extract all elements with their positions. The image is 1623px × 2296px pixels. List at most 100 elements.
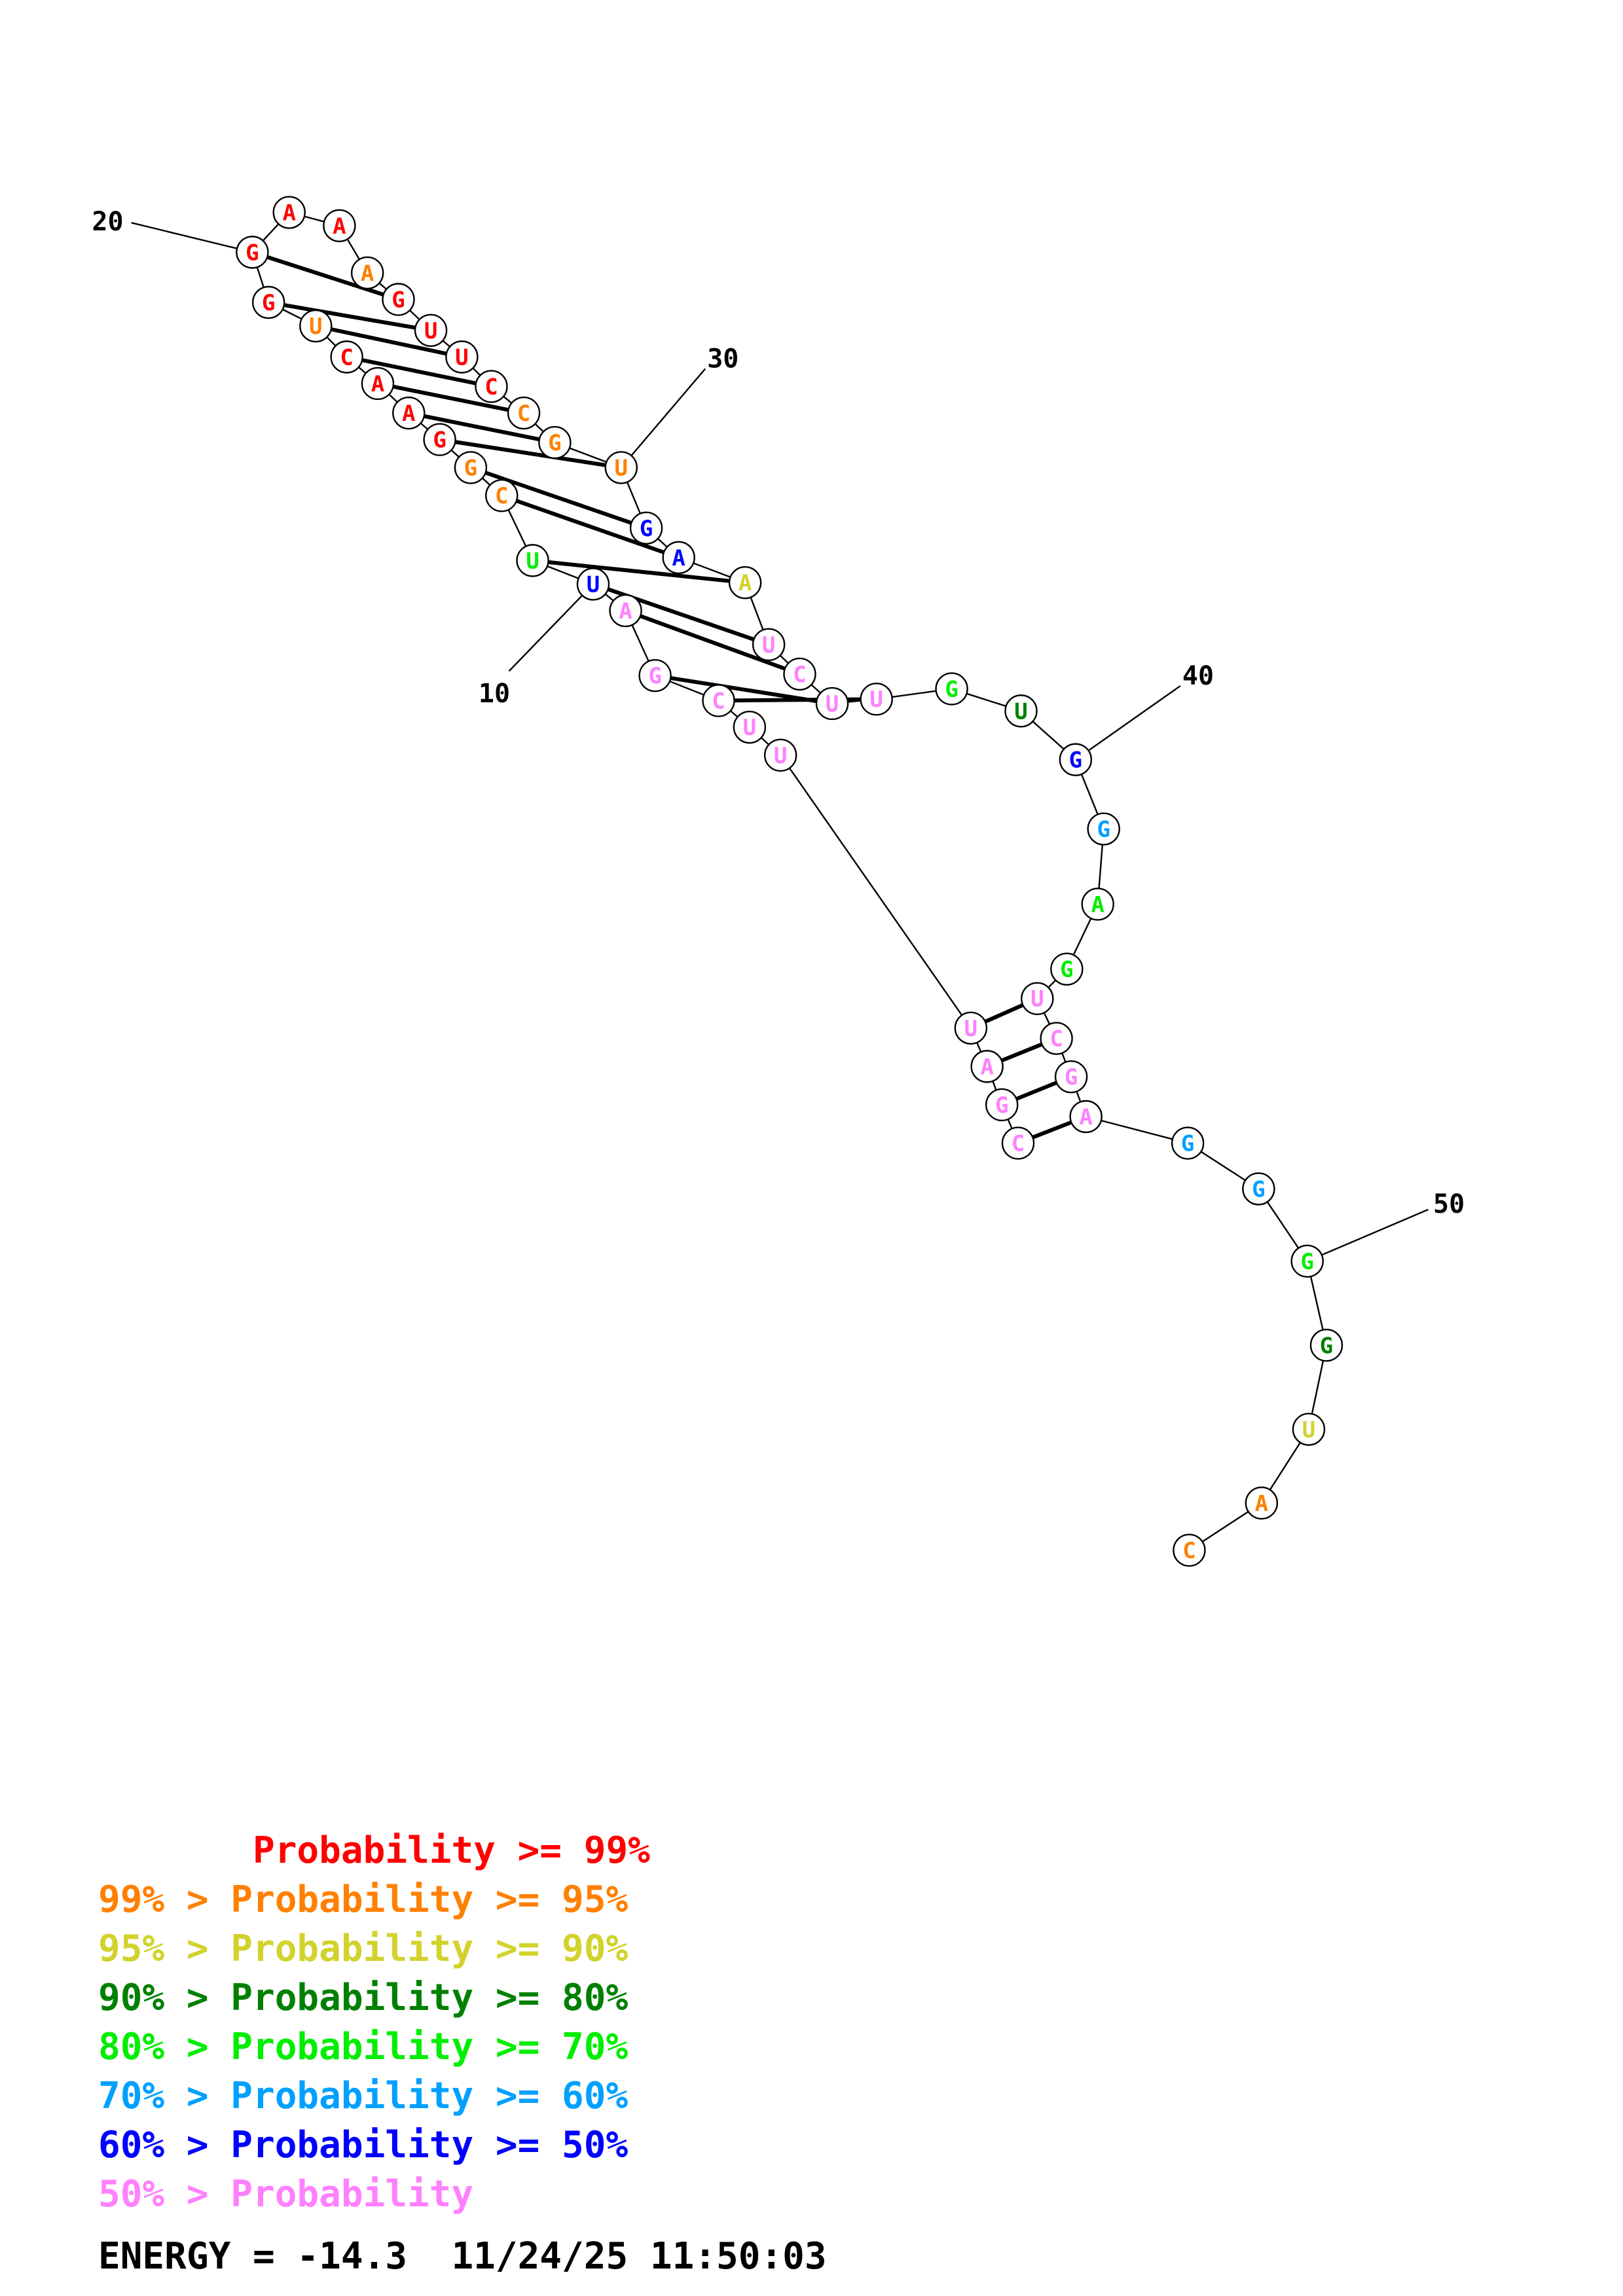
nucleotide-circle xyxy=(702,684,735,717)
position-label-30: 30 xyxy=(707,344,739,374)
base-pair-bond xyxy=(331,327,447,356)
nucleotide-circle xyxy=(629,511,663,545)
nucleotide-35: C xyxy=(783,657,816,691)
nucleotide-circle xyxy=(236,236,269,269)
base-pair-bond xyxy=(392,384,509,412)
nucleotide-letter: G xyxy=(1060,957,1073,983)
nucleotide-letter: G xyxy=(1097,817,1110,843)
nucleotide-49: G xyxy=(1242,1172,1275,1206)
legend-row: 99% > Probability >= 95% xyxy=(98,1878,629,1921)
position-label-line xyxy=(1075,685,1181,761)
nucleotide-circle xyxy=(1087,812,1120,846)
nucleotide-circle xyxy=(350,256,384,290)
nucleotide-7: C xyxy=(702,684,735,717)
nucleotide-43: G xyxy=(1050,952,1084,986)
nucleotide-circle xyxy=(1242,1172,1275,1206)
nucleotide-circle xyxy=(1292,1412,1326,1446)
nucleotide-circle xyxy=(763,738,797,772)
legend-row: 80% > Probability >= 70% xyxy=(98,2026,629,2068)
nucleotide-letter: A xyxy=(980,1054,993,1080)
nucleotide-letter: G xyxy=(548,430,561,456)
nucleotide-circle xyxy=(272,196,306,229)
base-pair-bond xyxy=(548,560,730,583)
nucleotide-13: G xyxy=(454,451,488,484)
nucleotide-letter: G xyxy=(995,1092,1008,1119)
nucleotide-circle xyxy=(1309,1329,1343,1362)
nucleotide-circle xyxy=(323,209,356,243)
nucleotide-letter: G xyxy=(648,663,661,689)
nucleotide-letter: A xyxy=(619,598,632,624)
nucleotide-circle xyxy=(783,657,816,691)
position-label-40: 40 xyxy=(1182,661,1214,691)
nucleotide-letter: A xyxy=(1255,1490,1268,1516)
nucleotide-letter: U xyxy=(964,1016,977,1042)
nucleotide-25: U xyxy=(414,314,448,348)
legend-row: 70% > Probability >= 60% xyxy=(98,2075,629,2117)
nucleotide-letter: C xyxy=(484,374,498,400)
nucleotide-50: G xyxy=(1290,1244,1324,1278)
nucleotide-letter: C xyxy=(340,344,353,370)
nucleotide-26: U xyxy=(445,340,479,374)
nucleotide-34: U xyxy=(752,628,786,662)
position-label-20: 20 xyxy=(92,207,123,237)
nucleotide-letter: G xyxy=(1065,1064,1078,1090)
legend-row: 90% > Probability >= 80% xyxy=(98,1977,629,2019)
nucleotide-circle xyxy=(445,340,479,374)
position-label-line xyxy=(620,368,706,469)
base-pair-bond xyxy=(484,471,632,525)
nucleotide-17: C xyxy=(330,340,363,374)
nucleotide-letter: C xyxy=(793,662,806,688)
nucleotide-19: G xyxy=(251,285,285,319)
nucleotide-letter: A xyxy=(371,371,384,397)
nucleotide-9: A xyxy=(609,594,642,628)
nucleotide-20: G xyxy=(236,236,269,269)
nucleotide-40: G xyxy=(1059,743,1093,776)
nucleotide-circle xyxy=(1021,982,1054,1015)
nucleotide-12: C xyxy=(485,479,519,512)
base-pair-bond xyxy=(454,440,606,467)
nucleotide-circle xyxy=(1054,1060,1088,1094)
nucleotide-53: A xyxy=(1245,1486,1279,1520)
nucleotide-24: G xyxy=(382,283,415,316)
nucleotide-8: G xyxy=(638,658,672,692)
base-pair-bond xyxy=(1015,1081,1058,1101)
nucleotide-letter: U xyxy=(1030,986,1044,1013)
nucleotide-23: A xyxy=(350,256,384,290)
nucleotide-letter: A xyxy=(402,401,415,427)
nucleotide-circle xyxy=(576,567,610,601)
nucleotide-circle xyxy=(1059,743,1093,776)
nucleotide-circle xyxy=(970,1050,1004,1083)
nucleotide-3: A xyxy=(970,1050,1004,1083)
backbone-segment xyxy=(780,755,972,1029)
nucleotide-letter: A xyxy=(672,545,685,571)
nucleotide-51: G xyxy=(1309,1329,1343,1362)
nucleotide-22: A xyxy=(323,209,356,243)
nucleotide-letter: U xyxy=(615,455,628,481)
base-pair-bond xyxy=(515,499,665,554)
nucleotide-37: U xyxy=(860,683,893,716)
nucleotide-letter: U xyxy=(309,314,322,340)
nucleotide-15: A xyxy=(392,396,426,430)
nucleotide-letter: U xyxy=(526,548,539,574)
nucleotide-letter: G xyxy=(433,427,446,454)
nucleotide-circle xyxy=(1173,1534,1206,1567)
nucleotide-circle xyxy=(299,309,333,343)
nucleotide-letter: A xyxy=(282,200,295,226)
nucleotide-circle xyxy=(423,423,456,456)
position-label-line xyxy=(131,222,253,253)
nucleotide-circle xyxy=(1171,1126,1205,1160)
nucleotide-6: U xyxy=(733,710,767,744)
position-label-lines xyxy=(131,222,1429,1262)
nucleotide-36: U xyxy=(815,687,849,721)
nucleotide-30: U xyxy=(604,451,638,484)
nucleotide-circle xyxy=(1069,1100,1103,1134)
nucleotide-circle xyxy=(251,285,285,319)
base-pair-bond xyxy=(1000,1042,1043,1063)
nucleotide-4: U xyxy=(954,1011,988,1045)
nucleotide-letter: C xyxy=(495,483,508,509)
nucleotide-42: A xyxy=(1081,888,1114,921)
legend-row: 95% > Probability >= 90% xyxy=(98,1928,629,1970)
position-label-line xyxy=(508,582,596,672)
nucleotide-18: U xyxy=(299,309,333,343)
